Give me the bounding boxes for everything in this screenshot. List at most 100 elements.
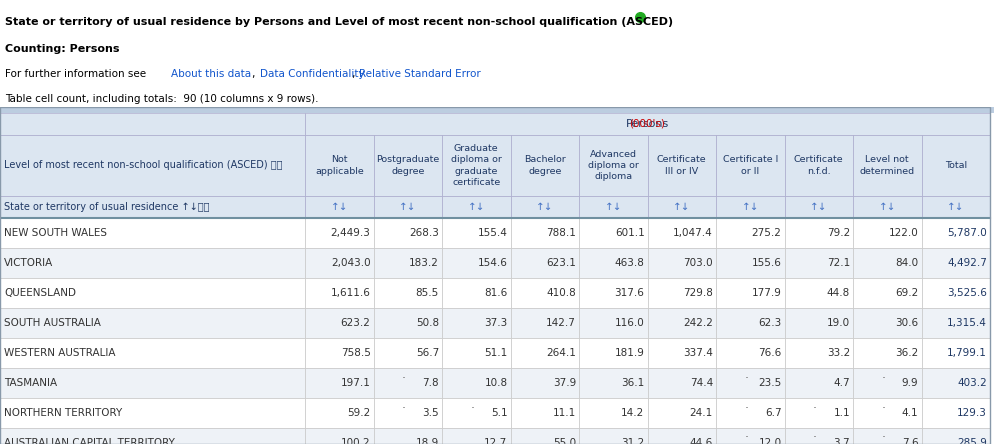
Bar (510, 308, 579, 338)
Text: 50.8: 50.8 (415, 318, 438, 328)
Bar (373, 196, 441, 218)
Text: ↑↓: ↑↓ (878, 202, 896, 212)
Bar (716, 248, 783, 278)
Text: 623.1: 623.1 (546, 258, 576, 268)
Bar (373, 428, 441, 444)
Bar (305, 338, 373, 368)
Text: For further information see: For further information see (5, 69, 149, 79)
Text: 10.8: 10.8 (484, 378, 507, 388)
Bar (716, 278, 783, 308)
Bar (579, 338, 647, 368)
Bar (716, 135, 783, 196)
Text: 154.6: 154.6 (477, 258, 507, 268)
Text: 1,315.4: 1,315.4 (946, 318, 986, 328)
Bar (441, 248, 510, 278)
Text: Bachelor
degree: Bachelor degree (524, 155, 565, 175)
Bar (305, 428, 373, 444)
Bar (0, 112, 305, 135)
Bar (783, 135, 852, 196)
Text: SOUTH AUSTRALIA: SOUTH AUSTRALIA (4, 318, 100, 328)
Bar (716, 196, 783, 218)
Text: VICTORIA: VICTORIA (4, 258, 54, 268)
Bar (783, 338, 852, 368)
Text: 1,047.4: 1,047.4 (673, 228, 713, 238)
Bar (920, 135, 989, 196)
Text: Data Confidentiality: Data Confidentiality (259, 69, 364, 79)
Text: 37.3: 37.3 (484, 318, 507, 328)
Bar (441, 398, 510, 428)
Text: ·: · (812, 432, 816, 444)
Bar (510, 135, 579, 196)
Bar (305, 248, 373, 278)
Text: 155.4: 155.4 (477, 228, 507, 238)
Text: 116.0: 116.0 (614, 318, 644, 328)
Bar (510, 368, 579, 398)
Text: 56.7: 56.7 (415, 348, 438, 358)
Bar (441, 368, 510, 398)
Bar (0, 308, 305, 338)
Bar (579, 308, 647, 338)
Text: 2,449.3: 2,449.3 (330, 228, 370, 238)
Text: 3.7: 3.7 (833, 438, 849, 444)
Text: 337.4: 337.4 (683, 348, 713, 358)
Bar (852, 218, 920, 248)
Text: 1.1: 1.1 (833, 408, 849, 418)
Text: 5,787.0: 5,787.0 (946, 228, 986, 238)
Text: 59.2: 59.2 (347, 408, 370, 418)
Bar (852, 338, 920, 368)
Bar (920, 398, 989, 428)
Bar (373, 398, 441, 428)
Text: Certificate
n.f.d.: Certificate n.f.d. (793, 155, 843, 175)
Text: 183.2: 183.2 (409, 258, 438, 268)
Bar (441, 278, 510, 308)
Text: ↑↓: ↑↓ (672, 202, 690, 212)
Text: 729.8: 729.8 (683, 288, 713, 298)
Bar (0, 398, 305, 428)
Text: 31.2: 31.2 (620, 438, 644, 444)
Text: 242.2: 242.2 (683, 318, 713, 328)
Text: 33.2: 33.2 (826, 348, 849, 358)
Bar (579, 398, 647, 428)
Text: ↑↓: ↑↓ (399, 202, 416, 212)
Text: NORTHERN TERRITORY: NORTHERN TERRITORY (4, 408, 122, 418)
Bar (510, 248, 579, 278)
Bar (647, 398, 716, 428)
Bar (305, 398, 373, 428)
Bar (716, 218, 783, 248)
Text: 758.5: 758.5 (340, 348, 370, 358)
Bar (852, 368, 920, 398)
Bar (579, 135, 647, 196)
Bar (305, 112, 989, 135)
Text: 81.6: 81.6 (484, 288, 507, 298)
Bar (0, 248, 305, 278)
Bar (373, 308, 441, 338)
Bar (647, 428, 716, 444)
Text: 100.2: 100.2 (341, 438, 370, 444)
Text: (000's): (000's) (629, 119, 665, 128)
Bar (441, 135, 510, 196)
Text: 9.9: 9.9 (901, 378, 917, 388)
Text: QUEENSLAND: QUEENSLAND (4, 288, 76, 298)
Text: 7.6: 7.6 (901, 438, 917, 444)
Text: ·: · (744, 432, 747, 444)
Text: Certificate
III or IV: Certificate III or IV (656, 155, 706, 175)
Bar (783, 368, 852, 398)
Bar (647, 368, 716, 398)
Text: Level of most recent non-school qualification (ASCED) ⓞⓞ: Level of most recent non-school qualific… (4, 160, 282, 170)
Bar (783, 308, 852, 338)
Text: 275.2: 275.2 (750, 228, 780, 238)
Text: ·: · (744, 401, 747, 415)
Text: 69.2: 69.2 (895, 288, 917, 298)
Bar (0, 338, 305, 368)
Bar (920, 248, 989, 278)
Text: ↑↓: ↑↓ (604, 202, 621, 212)
Text: 36.1: 36.1 (620, 378, 644, 388)
Text: TASMANIA: TASMANIA (4, 378, 57, 388)
Bar (305, 368, 373, 398)
Text: 4,492.7: 4,492.7 (946, 258, 986, 268)
Bar (783, 248, 852, 278)
Bar (647, 218, 716, 248)
Bar (510, 196, 579, 218)
Text: NEW SOUTH WALES: NEW SOUTH WALES (4, 228, 107, 238)
Bar (852, 248, 920, 278)
